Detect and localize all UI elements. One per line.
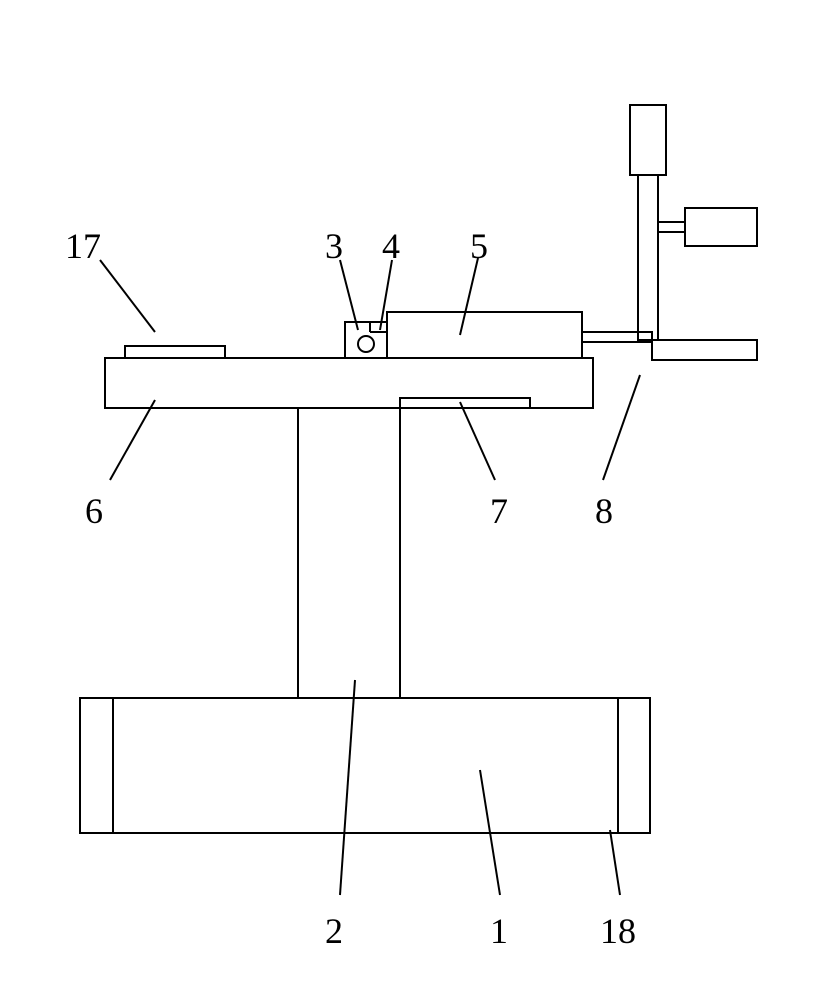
- label-18: 18: [600, 910, 636, 952]
- label-5: 5: [470, 225, 488, 267]
- schematic-diagram: [0, 0, 813, 1000]
- label-4: 4: [382, 225, 400, 267]
- label-3: 3: [325, 225, 343, 267]
- label-8: 8: [595, 490, 613, 532]
- label-6: 6: [85, 490, 103, 532]
- label-2: 2: [325, 910, 343, 952]
- label-7: 7: [490, 490, 508, 532]
- label-1: 1: [490, 910, 508, 952]
- label-17: 17: [65, 225, 101, 267]
